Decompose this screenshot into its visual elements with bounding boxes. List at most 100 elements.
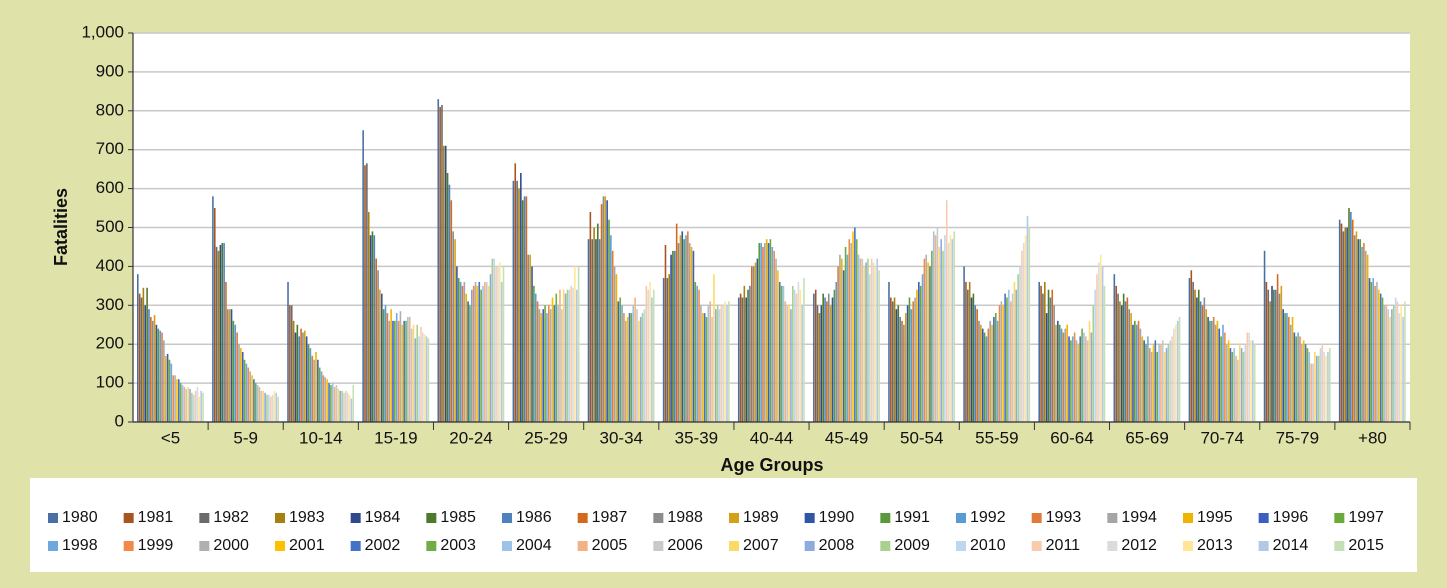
bar — [764, 243, 766, 422]
legend-swatch — [577, 513, 588, 523]
bar — [212, 196, 214, 422]
bar — [192, 394, 195, 422]
bar — [1400, 305, 1402, 422]
bar — [893, 297, 896, 422]
legend-label: 1996 — [1273, 509, 1309, 526]
bar — [215, 246, 218, 422]
bar — [390, 309, 392, 422]
bar — [739, 293, 742, 422]
bar — [138, 293, 141, 422]
bar — [897, 305, 900, 422]
bar — [848, 239, 851, 422]
bar — [752, 266, 755, 422]
legend-swatch — [1183, 513, 1193, 523]
bar — [243, 359, 246, 422]
bar — [322, 375, 325, 422]
bar — [1124, 301, 1127, 422]
bar — [1090, 332, 1093, 422]
bar — [1196, 297, 1198, 422]
bar — [1066, 324, 1068, 422]
bar — [716, 305, 719, 422]
bar — [1315, 355, 1318, 422]
bar — [1021, 250, 1023, 422]
bar — [1237, 359, 1239, 422]
bar — [1145, 344, 1147, 422]
bar — [548, 305, 550, 422]
bar — [407, 316, 409, 422]
bar — [542, 309, 545, 422]
legend-swatch — [1334, 541, 1345, 551]
bar — [754, 262, 757, 422]
legend-label: 2005 — [592, 537, 628, 554]
bar — [888, 281, 890, 422]
legend-swatch — [956, 513, 966, 523]
bar — [159, 330, 161, 422]
bar — [444, 145, 447, 422]
bar — [189, 388, 191, 422]
bar — [454, 239, 456, 422]
bar — [728, 301, 730, 422]
legend-swatch — [880, 513, 891, 523]
bar — [1017, 274, 1019, 422]
bar — [978, 320, 980, 422]
bar — [1169, 340, 1172, 422]
bar — [269, 396, 272, 422]
legend-swatch — [350, 513, 361, 523]
bar — [251, 375, 253, 422]
bar — [1312, 363, 1314, 422]
bar — [934, 235, 937, 422]
legend-label: 1998 — [62, 537, 98, 554]
bar — [352, 385, 355, 422]
bar — [234, 324, 237, 422]
bar — [949, 235, 952, 422]
bar — [330, 385, 332, 422]
bar — [350, 398, 353, 422]
bar — [157, 328, 160, 422]
bar — [904, 313, 907, 422]
bar — [294, 332, 297, 422]
bar — [1389, 316, 1391, 422]
x-tick-label: 60-64 — [1050, 428, 1093, 447]
bar — [666, 278, 669, 422]
bar — [168, 359, 171, 422]
legend-label: 1991 — [894, 509, 930, 526]
bar — [1387, 309, 1389, 422]
bar — [916, 289, 918, 422]
bar — [1310, 363, 1312, 422]
bar — [1282, 309, 1284, 422]
bar — [448, 184, 451, 422]
x-tick-label: 75-79 — [1276, 428, 1319, 447]
bar — [1008, 289, 1010, 422]
bar — [1115, 285, 1117, 422]
bar — [525, 196, 528, 422]
x-tick-label: 20-24 — [449, 428, 492, 447]
legend-label: 1985 — [440, 509, 476, 526]
bar — [767, 243, 770, 422]
bar — [593, 227, 595, 422]
bar — [690, 246, 693, 422]
bar — [1368, 278, 1371, 422]
bar — [628, 313, 631, 422]
bar — [747, 289, 749, 422]
bar — [163, 340, 165, 422]
bar — [947, 243, 950, 422]
bar — [562, 289, 565, 422]
bar — [142, 287, 145, 422]
bar — [1077, 344, 1080, 422]
bar — [533, 285, 535, 422]
bar — [1299, 336, 1301, 422]
bar — [613, 266, 616, 422]
bar — [765, 239, 768, 422]
bar — [450, 200, 453, 422]
bar — [1211, 320, 1213, 422]
bar — [495, 266, 497, 422]
bar — [268, 394, 270, 422]
bar — [970, 297, 973, 422]
legend-swatch — [502, 541, 512, 551]
x-tick-label: 5-9 — [233, 428, 258, 447]
bar — [137, 274, 139, 422]
bar — [238, 344, 240, 422]
bar — [621, 305, 623, 422]
bar — [803, 278, 805, 422]
bar — [931, 250, 933, 422]
